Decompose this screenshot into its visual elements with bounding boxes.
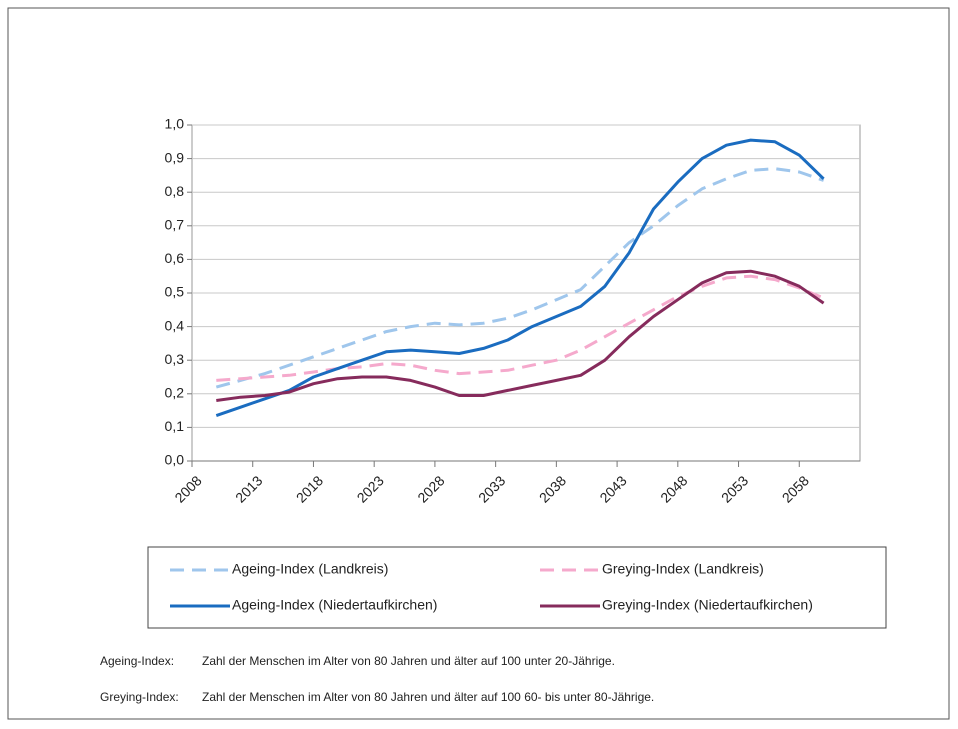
- legend-label: Greying-Index (Niedertaufkirchen): [602, 597, 813, 613]
- frame: [7, 7, 950, 720]
- series-line: [215, 138, 825, 418]
- y-tick-label: 1,0: [165, 116, 185, 132]
- legend-box: [147, 546, 887, 629]
- legend-label: Ageing-Index (Niedertaufkirchen): [232, 597, 437, 613]
- x-tick-label: 2028: [414, 472, 447, 505]
- legend-label: Ageing-Index (Landkreis): [232, 561, 388, 577]
- x-tick-label: 2043: [596, 472, 629, 505]
- x-tick-label: 2033: [475, 472, 508, 505]
- y-tick-label: 0,6: [165, 250, 185, 266]
- x-tick-label: 2008: [171, 472, 204, 505]
- x-tick-label: 2018: [293, 472, 326, 505]
- y-tick-label: 0,0: [165, 452, 185, 468]
- legend-label: Greying-Index (Landkreis): [602, 561, 764, 577]
- y-tick-label: 0,9: [165, 149, 185, 165]
- series-line: [216, 269, 825, 402]
- series-line: [216, 274, 825, 382]
- x-tick-label: 2058: [779, 472, 812, 505]
- series-line: [215, 167, 825, 389]
- y-tick-label: 0,4: [165, 317, 185, 333]
- y-tick-label: 0,7: [165, 217, 185, 233]
- y-tick-label: 0,8: [165, 183, 185, 199]
- x-tick-label: 2053: [718, 472, 751, 505]
- y-tick-label: 0,1: [165, 418, 185, 434]
- x-tick-label: 2023: [354, 472, 387, 505]
- note-term: Ageing-Index:: [100, 654, 174, 668]
- y-tick-label: 0,5: [165, 284, 185, 300]
- x-tick-label: 2038: [536, 472, 569, 505]
- note-text: Zahl der Menschen im Alter von 80 Jahren…: [202, 690, 654, 704]
- note-text: Zahl der Menschen im Alter von 80 Jahren…: [202, 654, 615, 668]
- x-tick-label: 2048: [657, 472, 690, 505]
- x-tick-label: 2013: [232, 472, 265, 505]
- note-term: Greying-Index:: [100, 690, 179, 704]
- y-tick-label: 0,3: [165, 351, 185, 367]
- y-tick-label: 0,2: [165, 385, 185, 401]
